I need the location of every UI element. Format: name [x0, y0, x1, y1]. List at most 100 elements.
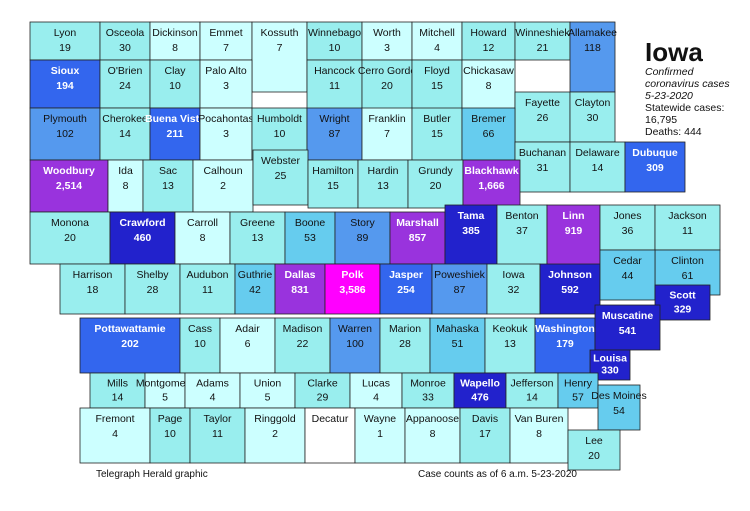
county-shape	[569, 21, 616, 93]
county-shape	[306, 21, 363, 61]
county-case-count: 7	[384, 128, 390, 140]
county-case-count: 20	[64, 232, 76, 244]
county-case-count: 460	[134, 232, 152, 244]
county-mahaska: Mahaska 51	[429, 317, 486, 374]
county-shape	[149, 407, 191, 464]
county-case-count: 100	[346, 338, 364, 350]
as-of-line: Case counts as of 6 a.m. 5-23-2020	[418, 469, 577, 480]
county-case-count: 309	[646, 162, 664, 174]
county-shape	[411, 21, 463, 61]
county-name-label: Pocahontas	[198, 113, 253, 125]
county-name-label: Harrison	[73, 269, 113, 281]
county-floyd: Floyd 15	[411, 59, 463, 111]
county-case-count: 22	[297, 338, 309, 350]
county-case-count: 87	[454, 284, 466, 296]
county-name-label: Dallas	[285, 269, 316, 281]
county-shape	[189, 407, 246, 464]
county-franklin: Franklin 7	[361, 107, 413, 161]
county-case-count: 8	[123, 180, 129, 192]
county-cedar: Cedar 44	[599, 249, 656, 301]
county-case-count: 3	[384, 42, 390, 54]
county-union: Union 5	[239, 372, 296, 409]
county-shape	[534, 317, 596, 374]
county-shape	[174, 211, 231, 265]
county-name-label: Wayne	[364, 413, 396, 425]
county-name-label: Mahaska	[436, 323, 479, 335]
county-shape	[599, 204, 656, 251]
county-name-label: Warren	[338, 323, 372, 335]
county-name-label: Marshall	[396, 217, 439, 229]
county-name-label: Webster	[261, 155, 300, 167]
county-case-count: 11	[212, 428, 223, 440]
county-name-label: Johnson	[548, 269, 592, 281]
county-shape	[514, 91, 571, 143]
county-name-label: Osceola	[106, 27, 145, 39]
county-case-count: 102	[56, 128, 74, 140]
county-appanoose: Appanoose 8	[404, 407, 461, 464]
county-case-count: 330	[601, 364, 619, 376]
county-case-count: 8	[486, 80, 492, 92]
county-tama: Tama 385	[444, 204, 498, 266]
county-case-count: 592	[561, 284, 579, 296]
county-name-label: Decatur	[312, 413, 349, 425]
county-shape	[149, 21, 201, 61]
county-name-label: Page	[158, 413, 183, 425]
county-shape	[361, 59, 413, 111]
county-name-label: Dubuque	[632, 147, 678, 159]
county-shape	[407, 159, 464, 209]
county-name-label: Van Buren	[515, 413, 564, 425]
county-name-label: Benton	[505, 210, 538, 222]
county-ida: Ida 8	[107, 159, 144, 213]
county-calhoun: Calhoun 2	[192, 159, 254, 213]
county-name-label: Keokuk	[492, 323, 528, 335]
county-dubuque: Dubuque 309	[624, 141, 686, 193]
county-case-count: 12	[483, 42, 495, 54]
county-shape	[599, 249, 656, 301]
county-name-label: Wapello	[460, 377, 500, 389]
county-keokuk: Keokuk 13	[484, 317, 536, 374]
county-case-count: 30	[587, 112, 599, 124]
county-name-label: Appanoose	[406, 413, 459, 425]
county-scott: Scott 329	[654, 284, 711, 321]
county-name-label: Adams	[196, 377, 229, 389]
county-shape	[239, 372, 296, 409]
county-ringgold: Ringgold 2	[244, 407, 306, 464]
county-monroe: Monroe 33	[401, 372, 455, 409]
county-case-count: 7	[223, 42, 229, 54]
county-shelby: Shelby 28	[124, 263, 181, 315]
county-shape	[29, 107, 101, 161]
county-name-label: Adair	[235, 323, 260, 335]
county-shape	[274, 263, 326, 315]
county-case-count: 28	[399, 338, 411, 350]
county-case-count: 919	[565, 225, 583, 237]
county-name-label: Blackhawk	[464, 165, 518, 177]
county-pottawattamie: Pottawattamie 202	[79, 317, 181, 374]
county-shape	[107, 159, 144, 213]
county-name-label: Louisa	[593, 352, 627, 364]
county-shape	[179, 263, 236, 315]
county-benton: Benton 37	[496, 204, 548, 266]
county-case-count: 194	[56, 80, 74, 92]
county-name-label: Wright	[319, 113, 349, 125]
county-shape	[462, 159, 521, 209]
county-van-buren: Van Buren 8	[509, 407, 569, 464]
county-shape	[251, 21, 308, 93]
county-case-count: 385	[462, 225, 480, 237]
county-shape	[294, 372, 351, 409]
county-case-count: 21	[537, 42, 549, 54]
county-case-count: 15	[431, 80, 443, 92]
county-layer: Lyon 19 Osceola 30 Dickinson 8 Emmet 7 Kossuth 7 W…	[29, 21, 721, 471]
county-case-count: 57	[572, 391, 584, 403]
county-name-label: Taylor	[203, 413, 232, 425]
county-mitchell: Mitchell 4	[411, 21, 463, 61]
county-shape	[567, 429, 621, 471]
county-clayton: Clayton 30	[569, 91, 616, 143]
county-name-label: Cherokee	[102, 113, 148, 125]
county-fayette: Fayette 26	[514, 91, 571, 143]
county-shape	[99, 21, 151, 61]
county-case-count: 3	[223, 80, 229, 92]
county-case-count: 87	[329, 128, 341, 140]
county-marshall: Marshall 857	[389, 211, 446, 265]
county-case-count: 3,586	[339, 284, 365, 296]
